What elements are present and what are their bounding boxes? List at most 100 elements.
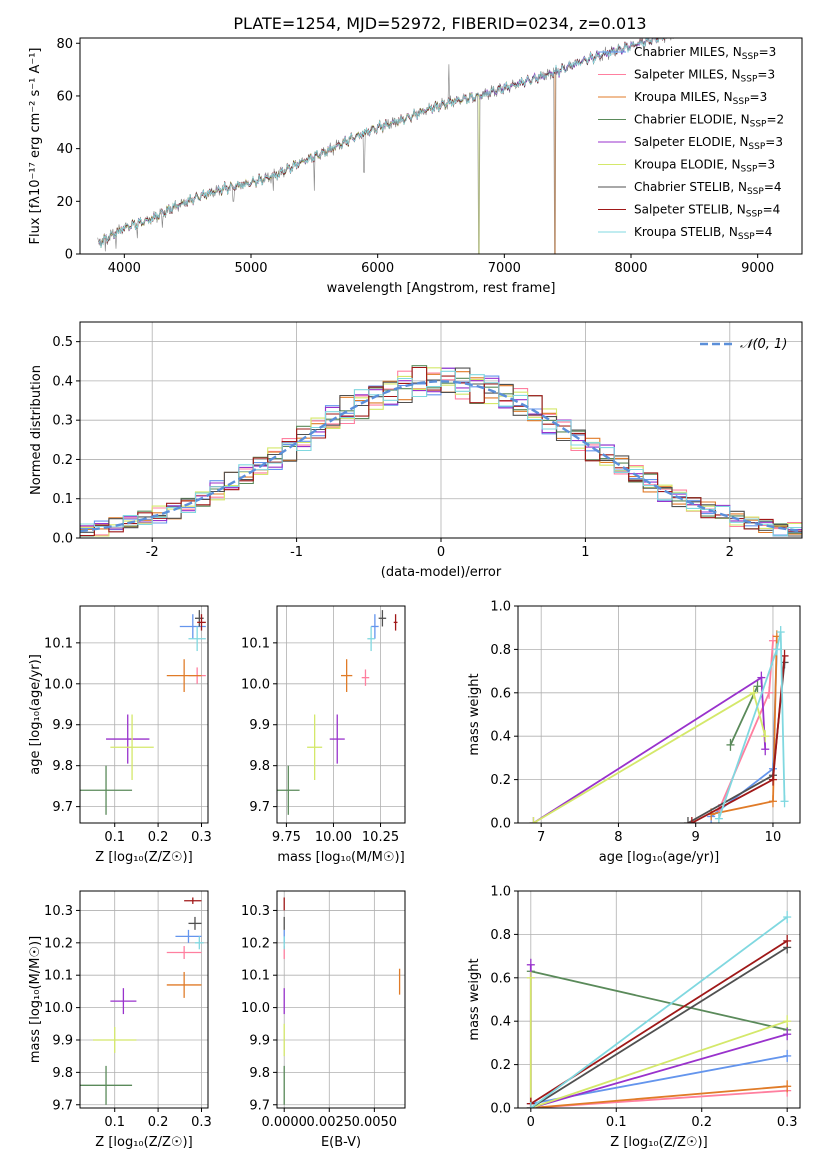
y-tick-label: 0.8 — [490, 928, 511, 943]
chart-residuals: -2 -1 0 1 2 0.0 0.1 0.2 0.3 0.4 0.5 (data-model)/er… — [29, 321, 803, 580]
y-tick-label: 10.3 — [44, 904, 73, 919]
y-axis-label: Normed distribution — [29, 365, 44, 495]
y-tick-label: 9.8 — [52, 1066, 73, 1081]
chart-spectrum: 4000 5000 6000 7000 8000 9000 0 20 40 60 80 wavelen… — [28, 37, 803, 296]
y-tick-label: 10.2 — [241, 936, 270, 951]
y-tick-label: 9.8 — [249, 759, 270, 774]
legend-label-sub: SSP — [747, 187, 764, 197]
y-tick-label: 60 — [56, 89, 73, 104]
lines-age-weight — [529, 626, 789, 823]
line-kroupa-stelib — [718, 631, 786, 819]
y-tick-label: 10.1 — [44, 969, 73, 984]
legend-label-chabrier-elodie: Chabrier ELODIE, NSSP=2 — [634, 113, 784, 130]
point-kroupa-miles — [166, 971, 202, 998]
model-spectrum-kroupa-stelib — [98, 38, 665, 248]
marker-salpeter-elodie — [761, 743, 770, 756]
chart-age-weight: 7 8 9 10 0.0 0.2 0.4 0.6 0.8 1.0 age [log₁₀(age/yr… — [467, 600, 801, 865]
marker-chabrier-elodie — [753, 680, 762, 693]
y-tick-label: 80 — [56, 37, 73, 52]
chart-ebv-mass: 0.0000 0.0025 0.0050 9.7 9.8 9.9 10.0 10.1 10.2 1… — [241, 890, 406, 1150]
y-tick-label: 9.8 — [52, 759, 73, 774]
legend-label-kroupa-stelib: Kroupa STELIB, NSSP=4 — [634, 225, 772, 242]
y-tick-label: 10.1 — [44, 636, 73, 651]
line-kroupa-stelib — [530, 916, 788, 1108]
y-tick-label: 10.0 — [241, 1001, 270, 1016]
y-tick-label: 0.0 — [490, 1102, 511, 1117]
y-tick-label: 9.9 — [249, 718, 270, 733]
point-salpeter-stelib — [184, 897, 202, 904]
marker-kroupa-elodie — [526, 971, 535, 984]
y-tick-label: 0.4 — [52, 374, 73, 389]
y-axis-label: mass weight — [467, 673, 482, 755]
point-salpeter-miles — [361, 669, 370, 686]
y-tick-label: 0.0 — [52, 532, 73, 547]
legend-label-tail: =3 — [765, 135, 783, 149]
y-tick-label: 0.1 — [52, 492, 73, 507]
y-tick-label: 0.6 — [490, 971, 511, 986]
marker-salpeter-miles — [765, 686, 774, 699]
legend-label-tail: =2 — [766, 113, 784, 127]
legend-label-sub: SSP — [733, 97, 750, 107]
marker-chabrier-stelib — [683, 817, 692, 823]
histogram-steps — [80, 365, 802, 537]
y-tick-label: 0.3 — [52, 414, 73, 429]
x-tick-label: 7 — [537, 830, 545, 845]
y-tick-label: 0.6 — [490, 686, 511, 701]
axes-frame — [79, 890, 209, 1109]
legend-label-tail: =3 — [757, 68, 775, 82]
point-kroupa-elodie — [93, 1027, 137, 1053]
marker-kroupa-elodie — [749, 686, 758, 699]
x-tick-label: 0.3 — [191, 1115, 212, 1130]
y-tick-label: 10.1 — [241, 636, 270, 651]
x-tick-label: 7000 — [488, 261, 521, 276]
legend-label-kroupa-elodie: Kroupa ELODIE, NSSP=3 — [634, 158, 775, 175]
axes-frame — [517, 605, 801, 824]
x-tick-label: 0.3 — [191, 830, 212, 845]
x-tick-label: 5000 — [234, 261, 267, 276]
y-tick-label: 20 — [56, 195, 73, 210]
legend-label-tail: =4 — [755, 225, 773, 239]
x-axis-label: mass [log₁₀(M/M☉)] — [277, 850, 404, 865]
marker-salpeter-elodie — [757, 671, 766, 684]
marker-kroupa-elodie — [761, 730, 770, 743]
y-tick-label: 0.2 — [52, 453, 73, 468]
legend-label-normal: 𝒩(0, 1) — [740, 337, 787, 352]
legend-label-sub: SSP — [742, 52, 759, 62]
marker-salpeter-stelib — [783, 934, 792, 947]
point-salpeter-elodie — [106, 714, 150, 764]
x-tick-label: 0.1 — [606, 1115, 627, 1130]
x-axis-label: Z [log₁₀(Z/Z☉)] — [95, 1135, 192, 1150]
point-salpeter-miles — [166, 946, 202, 960]
legend-label-main: Kroupa MILES, N — [634, 90, 733, 104]
x-tick-label: 2 — [726, 545, 734, 560]
spectrum-lines — [97, 38, 681, 254]
plots-layer: 4000 5000 6000 7000 8000 9000020406080wavelen… — [28, 37, 803, 1150]
y-tick-label: 0.2 — [490, 773, 511, 788]
y-tick-label: 9.9 — [52, 718, 73, 733]
x-tick-label: 0.2 — [691, 1115, 712, 1130]
point-kroupa-stelib — [194, 936, 204, 950]
y-tick-label: 10.0 — [241, 677, 270, 692]
x-tick-label: 0.0050 — [352, 1115, 398, 1130]
x-tick-label: 8 — [614, 830, 622, 845]
x-tick-label: 0.2 — [148, 830, 169, 845]
x-tick-label: 6000 — [361, 261, 394, 276]
point-salpeter-elodie — [329, 714, 345, 764]
point-salpeter-stelib — [197, 614, 206, 631]
y-tick-label: 0 — [65, 248, 73, 263]
legend-label-tail: =4 — [763, 203, 781, 217]
point-chabrier-elodie — [80, 1065, 133, 1105]
x-tick-label: -2 — [146, 545, 159, 560]
legend-label-salpeter-miles: Salpeter MILES, NSSP=3 — [634, 68, 775, 85]
chart-z-weight: 0 0.1 0.2 0.3 0.0 0.2 0.4 0.6 0.8 1.0 Z [log₁₀(Z/Z… — [467, 885, 801, 1150]
point-kroupa-stelib — [367, 626, 375, 652]
x-tick-label: 10.25 — [362, 830, 399, 845]
legend-label-sub: SSP — [741, 165, 758, 175]
x-tick-label: 0.0000 — [261, 1115, 307, 1130]
spectrum-legend: Chabrier MILES, NSSP=3 Salpeter MILES, NS… — [598, 45, 784, 242]
x-tick-label: 0 — [437, 545, 445, 560]
point-kroupa-miles — [341, 659, 353, 692]
legend-label-tail: =3 — [759, 45, 777, 59]
legend-label-chabrier-miles: Chabrier MILES, NSSP=3 — [634, 45, 776, 62]
y-tick-label: 9.7 — [249, 1098, 270, 1113]
